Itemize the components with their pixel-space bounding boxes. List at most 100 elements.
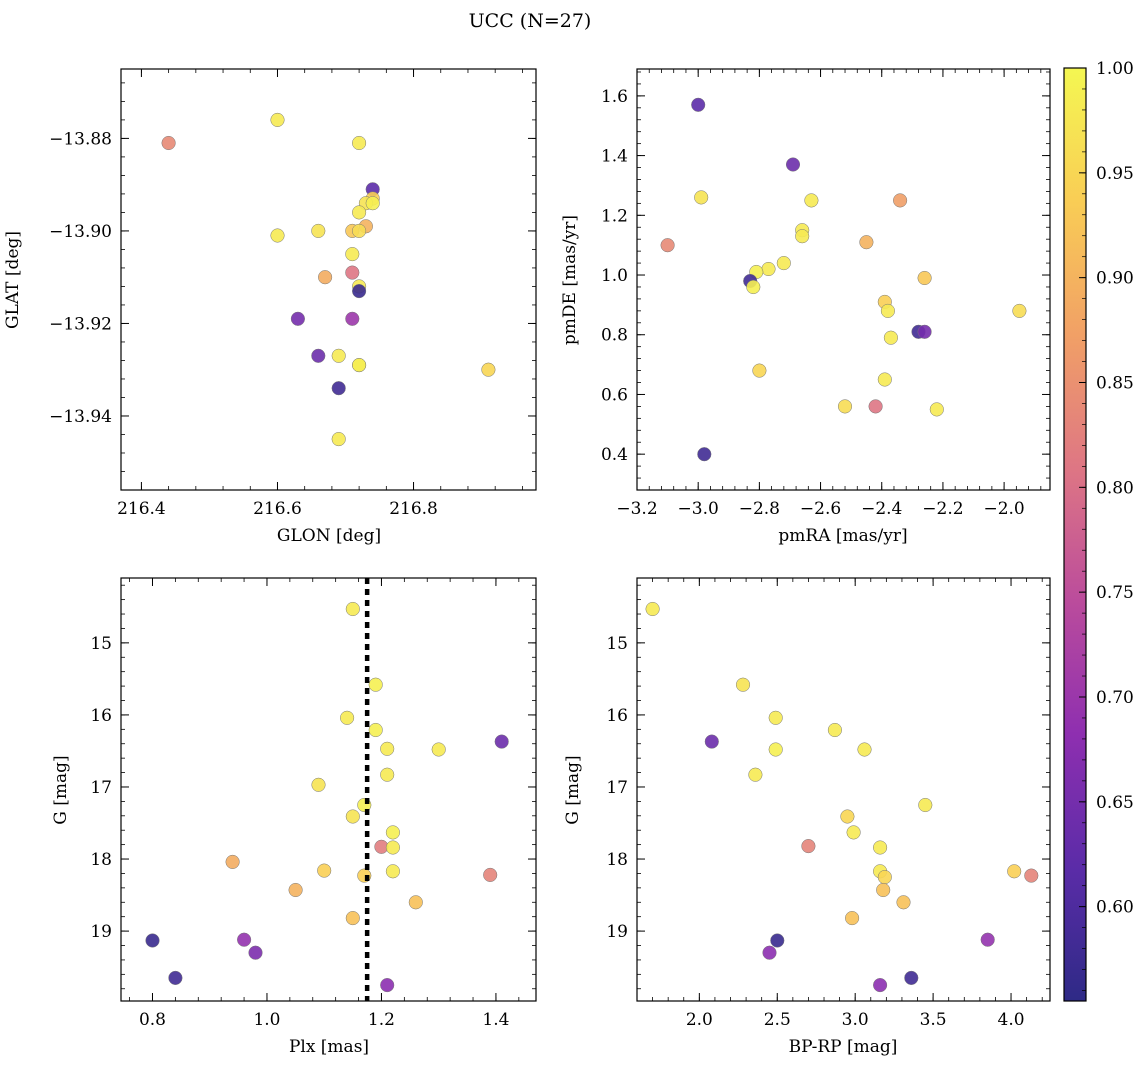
panels: 216.4 216.6 216.8 −13.88 −13.90 −13.92 −13.94 G… — [3, 68, 1051, 1057]
panel-sky: 216.4 216.6 216.8 −13.88 −13.90 −13.92 −13.94 G… — [3, 68, 537, 546]
x-axis-label: Plx [mas] — [289, 1037, 369, 1057]
data-point — [845, 911, 860, 926]
data-point — [876, 882, 891, 898]
data-point — [352, 205, 367, 220]
data-point — [290, 311, 305, 326]
data-point — [917, 324, 932, 339]
y-tick-label: 16 — [606, 706, 628, 726]
panel-pm: −3.2 −3.0 −2.8 −2.6 −2.4 −2.2 −2.0 0.4 0.6 0.8 1.0… — [560, 68, 1051, 546]
data-point — [660, 238, 675, 253]
data-point — [408, 895, 423, 910]
data-point — [1024, 868, 1039, 883]
colorbar-tick-label: 1.00 — [1096, 59, 1134, 79]
y-tick-label: 15 — [606, 634, 628, 654]
data-point — [385, 864, 400, 879]
y-tick-label: 16 — [90, 706, 112, 726]
colorbar-tick-label: 0.80 — [1096, 478, 1134, 498]
x-tick-label: −3.2 — [616, 499, 657, 519]
data-point — [691, 97, 706, 112]
data-point — [770, 933, 785, 948]
x-axis-label: pmRA [mas/yr] — [778, 526, 907, 546]
data-point — [859, 235, 874, 250]
x-axis-label: GLON [deg] — [277, 526, 381, 546]
data-point — [311, 348, 326, 363]
colorbar-tick-label: 0.85 — [1096, 373, 1134, 393]
data-point — [877, 870, 892, 885]
axes-frame — [636, 577, 1051, 1002]
data-point — [883, 330, 898, 345]
data-point — [345, 601, 360, 617]
data-point — [483, 867, 498, 882]
data-point — [929, 402, 944, 417]
data-point — [846, 825, 861, 840]
data-point — [311, 777, 326, 792]
data-point — [331, 381, 346, 396]
data-point — [880, 303, 895, 318]
colorbar-tick-label: 0.90 — [1096, 269, 1134, 289]
data-point — [762, 945, 777, 960]
data-point — [804, 193, 819, 208]
data-point — [318, 270, 333, 285]
data-point — [776, 256, 791, 271]
data-point — [311, 223, 326, 238]
y-tick-label: −13.90 — [49, 222, 112, 242]
colorbar-tick-label: 0.65 — [1096, 793, 1134, 813]
colorbar-tick-label: 0.95 — [1096, 164, 1134, 184]
data-point — [345, 265, 360, 280]
y-axis-label: GLAT [deg] — [3, 231, 23, 329]
data-point — [873, 840, 888, 855]
data-point — [893, 193, 908, 208]
x-tick-label: 3.5 — [920, 1010, 947, 1030]
data-point — [380, 978, 395, 993]
data-point — [365, 196, 380, 211]
y-tick-label: 0.4 — [601, 445, 628, 465]
x-axis-label: BP-RP [mag] — [789, 1037, 898, 1057]
y-tick-label: 1.2 — [601, 206, 628, 226]
panel-plx: 0.8 1.0 1.2 1.4 15 16 17 18 19 Plx [mas] G [mag] — [51, 577, 537, 1057]
x-tick-label: 2.5 — [764, 1010, 791, 1030]
y-tick-label: 0.8 — [601, 326, 628, 346]
data-point — [352, 284, 367, 299]
data-point — [288, 882, 303, 898]
data-point — [345, 911, 360, 926]
data-point — [368, 722, 383, 738]
data-point — [877, 372, 892, 387]
data-point — [352, 223, 367, 238]
colorbar-tick-label: 0.70 — [1096, 688, 1134, 708]
y-axis-label: G [mag] — [563, 755, 583, 824]
x-tick-label: 2.0 — [686, 1010, 713, 1030]
data-point — [761, 261, 776, 277]
data-point — [785, 157, 801, 172]
panel-cmd: 2.0 2.5 3.0 3.5 4.0 15 16 17 18 19 BP-RP [mag] G [m… — [563, 577, 1051, 1057]
data-point — [352, 358, 367, 373]
data-point — [345, 247, 360, 262]
data-point — [768, 742, 783, 757]
y-tick-label: 1.4 — [601, 147, 628, 167]
data-point — [896, 895, 911, 910]
data-point — [237, 932, 252, 947]
data-point — [827, 722, 842, 738]
data-point — [340, 710, 355, 725]
data-point — [385, 825, 400, 840]
x-tick-label: −2.0 — [983, 499, 1024, 519]
data-point — [168, 970, 183, 985]
data-point — [368, 677, 383, 692]
data-point — [248, 945, 263, 960]
data-point — [385, 840, 400, 855]
data-point — [380, 767, 395, 782]
data-point — [1012, 303, 1027, 318]
data-point — [694, 190, 709, 205]
data-point — [161, 135, 176, 151]
data-point — [645, 601, 660, 617]
data-point — [270, 112, 285, 127]
data-point — [697, 447, 712, 462]
data-point — [331, 432, 346, 447]
y-tick-label: 1.6 — [601, 87, 628, 107]
data-point — [918, 797, 933, 813]
y-tick-label: −13.94 — [49, 407, 112, 427]
x-tick-label: 4.0 — [998, 1010, 1025, 1030]
data-point — [270, 228, 285, 243]
data-point — [352, 135, 367, 151]
x-tick-label: 216.6 — [253, 499, 302, 519]
data-point — [704, 734, 719, 749]
